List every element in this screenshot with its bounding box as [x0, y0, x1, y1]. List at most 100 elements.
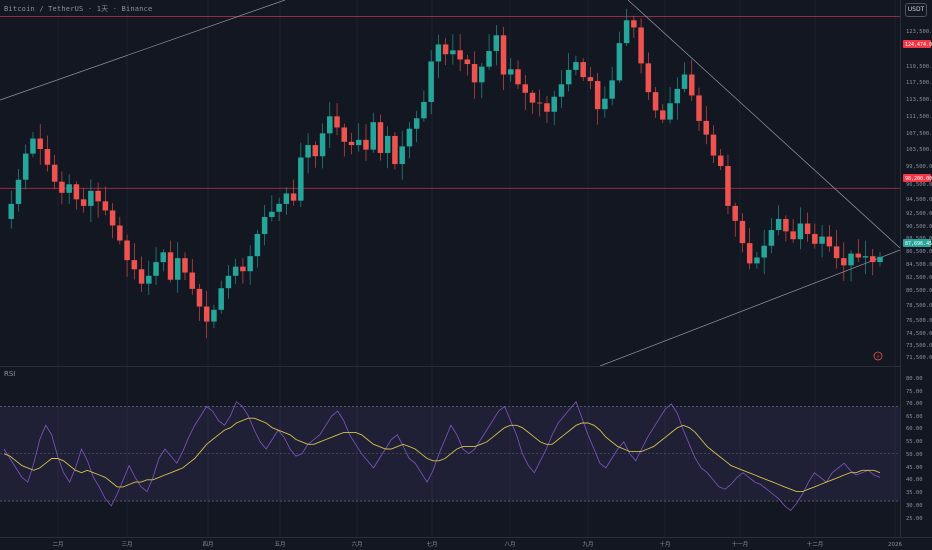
candle-body[interactable] — [218, 288, 224, 310]
candle-body[interactable] — [225, 275, 232, 289]
candle-body[interactable] — [298, 157, 304, 201]
candle-body[interactable] — [819, 236, 825, 244]
candle-body[interactable] — [594, 81, 601, 110]
symbol-title[interactable]: Bitcoin / TetherUS · 1天 · Binance — [4, 5, 153, 13]
candle-body[interactable] — [573, 62, 579, 70]
candle-body[interactable] — [870, 256, 876, 263]
candle-body[interactable] — [790, 231, 796, 240]
candle-body[interactable] — [80, 199, 87, 206]
candle-body[interactable] — [327, 116, 333, 134]
candle-body[interactable] — [732, 205, 738, 221]
candle-body[interactable] — [384, 135, 391, 153]
candle-body[interactable] — [551, 96, 557, 112]
candle-body[interactable] — [44, 149, 51, 165]
candle-body[interactable] — [399, 146, 405, 165]
candle-body[interactable] — [565, 69, 572, 85]
candle-body[interactable] — [602, 98, 608, 110]
candle-body[interactable] — [638, 27, 644, 64]
candle-body[interactable] — [109, 210, 116, 226]
candle-body[interactable] — [102, 201, 109, 211]
candle-body[interactable] — [529, 92, 536, 103]
candle-body[interactable] — [522, 84, 529, 93]
candle-body[interactable] — [88, 190, 94, 206]
trendline-ascending[interactable] — [599, 249, 900, 366]
candle-body[interactable] — [428, 61, 434, 102]
candle-body[interactable] — [797, 223, 804, 240]
candle-body[interactable] — [783, 218, 789, 232]
candle-body[interactable] — [761, 245, 767, 258]
currency-button[interactable]: USDT — [905, 3, 927, 17]
candle-body[interactable] — [8, 203, 14, 219]
candle-body[interactable] — [153, 262, 159, 276]
candle-body[interactable] — [486, 50, 492, 67]
candle-body[interactable] — [544, 103, 550, 112]
candle-body[interactable] — [710, 134, 717, 156]
candle-body[interactable] — [196, 288, 203, 307]
candle-body[interactable] — [334, 116, 340, 128]
candle-body[interactable] — [536, 102, 543, 104]
candle-body[interactable] — [22, 153, 29, 180]
candle-body[interactable] — [500, 35, 507, 75]
candle-body[interactable] — [413, 118, 420, 129]
candle-body[interactable] — [51, 164, 58, 182]
candle-body[interactable] — [674, 88, 681, 104]
candle-body[interactable] — [652, 92, 659, 111]
candle-body[interactable] — [355, 139, 362, 146]
candle-body[interactable] — [609, 80, 615, 99]
candle-body[interactable] — [450, 50, 456, 55]
candle-body[interactable] — [435, 44, 442, 62]
candle-body[interactable] — [95, 190, 101, 202]
candle-body[interactable] — [826, 236, 833, 247]
trendline-upper-left[interactable] — [0, 0, 286, 101]
candle-body[interactable] — [406, 128, 413, 147]
candle-body[interactable] — [37, 138, 43, 150]
candle-body[interactable] — [247, 256, 253, 272]
candle-body[interactable] — [877, 256, 883, 263]
candle-body[interactable] — [203, 306, 210, 322]
rsi-line[interactable] — [3, 400, 881, 512]
candle-body[interactable] — [645, 63, 652, 93]
candle-body[interactable] — [580, 62, 586, 78]
candle-body[interactable] — [739, 220, 746, 244]
candle-body[interactable] — [312, 145, 319, 157]
candle-body[interactable] — [558, 84, 565, 97]
candle-body[interactable] — [189, 272, 195, 289]
alert-icon[interactable] — [873, 351, 883, 361]
candle-body[interactable] — [392, 135, 398, 165]
candle-body[interactable] — [283, 193, 290, 204]
candle-body[interactable] — [841, 258, 847, 266]
candle-body[interactable] — [833, 246, 840, 259]
candle-body[interactable] — [117, 225, 123, 241]
candle-body[interactable] — [457, 50, 463, 60]
candle-body[interactable] — [703, 120, 709, 135]
candle-body[interactable] — [442, 44, 449, 55]
candle-body[interactable] — [348, 141, 355, 146]
candle-body[interactable] — [73, 184, 80, 200]
candle-body[interactable] — [15, 179, 22, 204]
candle-body[interactable] — [290, 193, 297, 201]
candle-body[interactable] — [775, 218, 782, 231]
candle-body[interactable] — [175, 258, 181, 280]
candle-body[interactable] — [725, 166, 731, 206]
candle-body[interactable] — [240, 266, 246, 272]
candle-body[interactable] — [631, 20, 637, 28]
candle-body[interactable] — [363, 139, 369, 150]
candle-body[interactable] — [276, 203, 282, 212]
candle-body[interactable] — [211, 309, 217, 322]
candle-body[interactable] — [660, 110, 666, 120]
candle-body[interactable] — [515, 69, 521, 85]
candle-body[interactable] — [508, 69, 514, 75]
rsi-ma-line[interactable] — [3, 417, 881, 493]
candle-body[interactable] — [232, 266, 239, 276]
candle-body[interactable] — [493, 35, 500, 51]
candle-body[interactable] — [681, 74, 688, 89]
candle-body[interactable] — [623, 20, 630, 44]
candle-body[interactable] — [471, 64, 478, 83]
rsi-indicator-label[interactable]: RSI — [4, 370, 16, 378]
candle-body[interactable] — [754, 257, 760, 264]
candle-body[interactable] — [124, 240, 130, 261]
candle-body[interactable] — [160, 252, 167, 263]
candle-body[interactable] — [667, 103, 673, 120]
candle-body[interactable] — [689, 74, 695, 96]
